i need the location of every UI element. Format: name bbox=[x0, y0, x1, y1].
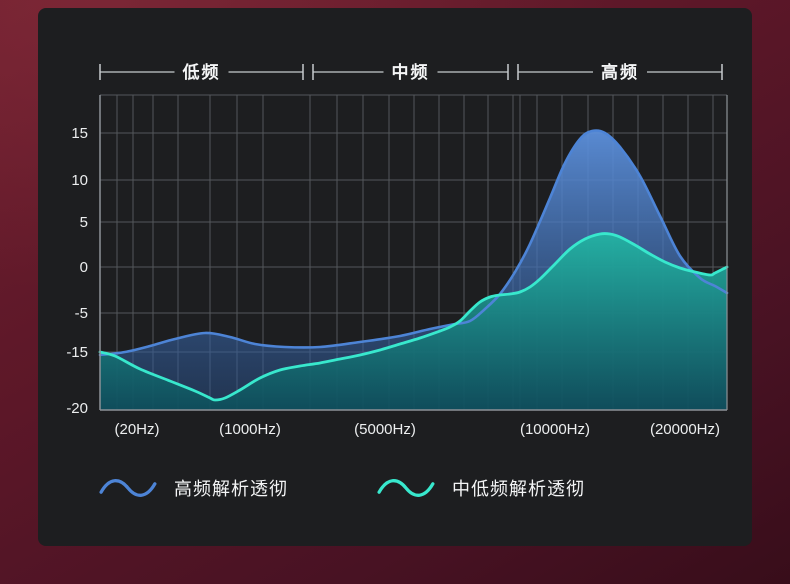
y-tick-label: 0 bbox=[80, 259, 88, 276]
series-line-high-freq bbox=[98, 129, 729, 357]
legend-item-mid-low-freq: 中低频解析透彻 bbox=[376, 474, 585, 502]
x-tick-label: (1000Hz) bbox=[219, 421, 281, 438]
y-tick-label: -20 bbox=[66, 400, 88, 417]
section-label: 低频 bbox=[182, 62, 221, 82]
x-tick-label: (20000Hz) bbox=[650, 421, 720, 438]
y-tick-label: -15 bbox=[66, 344, 88, 361]
frequency-response-chart: 低频 中频 高频 15 10 5 0 -5 -15 -20 (20Hz) (1000Hz) (5000H… bbox=[66, 62, 729, 438]
legend-label-mid-low-freq: 中低频解析透彻 bbox=[452, 479, 585, 499]
series-line-mid-low-freq bbox=[98, 232, 729, 402]
legend: 高频解析透彻 中低频解析透彻 bbox=[98, 474, 585, 502]
x-tick-label: (10000Hz) bbox=[520, 421, 590, 438]
section-label: 中频 bbox=[392, 62, 430, 82]
series-area-mid-low-freq bbox=[100, 233, 727, 410]
legend-item-high-freq: 高频解析透彻 bbox=[98, 474, 288, 502]
y-tick-label: 15 bbox=[71, 125, 88, 142]
section-label: 高频 bbox=[601, 62, 639, 82]
teal-wave-icon bbox=[377, 479, 435, 497]
y-tick-label: -5 bbox=[75, 305, 88, 322]
x-tick-label: (20Hz) bbox=[114, 421, 159, 438]
y-tick-label: 10 bbox=[71, 172, 88, 189]
legend-label-high-freq: 高频解析透彻 bbox=[174, 479, 288, 499]
y-tick-label: 5 bbox=[80, 214, 88, 231]
blue-wave-icon bbox=[99, 479, 157, 497]
chart-panel: 低频 中频 高频 15 10 5 0 -5 -15 -20 (20Hz) (1000Hz) (5000H… bbox=[38, 8, 752, 546]
x-tick-label: (5000Hz) bbox=[354, 421, 416, 438]
